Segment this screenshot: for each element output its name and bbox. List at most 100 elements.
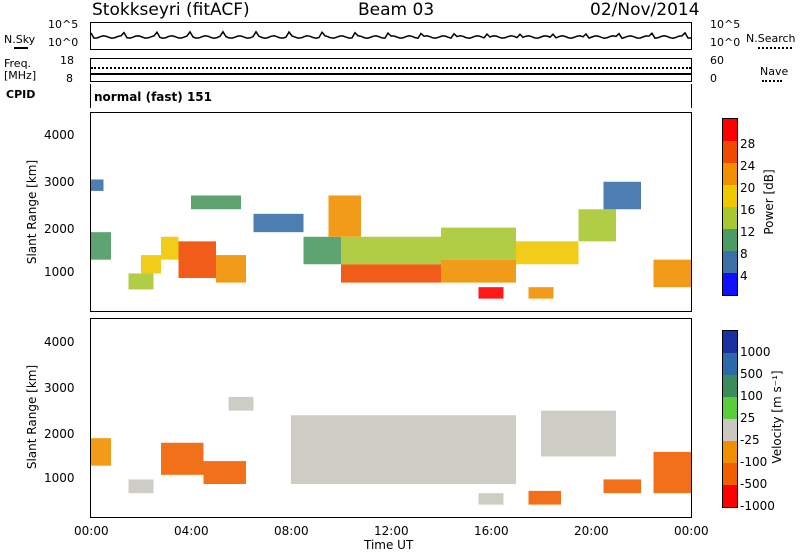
cpid-panel: normal (fast) 151 <box>90 84 692 108</box>
velocity-ytick-2000: 2000 <box>44 427 75 441</box>
power-ytick-4000: 4000 <box>44 128 75 142</box>
power-region-19 <box>603 181 641 210</box>
noise-trace <box>91 30 691 40</box>
xtick-1600: 16:00 <box>474 524 509 538</box>
power-color-7 <box>723 251 737 273</box>
noise-left-tick-top: 10^5 <box>48 18 79 31</box>
freq-right-tick-bottom: 0 <box>710 72 717 85</box>
freq-left-tick-bottom: 8 <box>66 72 73 85</box>
power-ytick-3000: 3000 <box>44 175 75 189</box>
noise-left-tick-bottom: 10^0 <box>48 36 79 49</box>
velocity-cb-tick-25: 25 <box>740 411 756 425</box>
date-title: 02/Nov/2014 <box>590 0 700 20</box>
xtick-0800: 08:00 <box>274 524 309 538</box>
power-colorbar-label: Power [dB] <box>762 169 776 235</box>
power-ytick-2000: 2000 <box>44 222 75 236</box>
power-color-5 <box>723 207 737 229</box>
noise-right-legend-line <box>758 47 792 49</box>
power-color-8 <box>723 273 737 295</box>
power-cb-tick-20: 20 <box>740 181 756 195</box>
freq-panel <box>90 58 692 82</box>
velocity-ytick-3000: 3000 <box>44 381 75 395</box>
velocity-cb-tick-1000: 1000 <box>740 345 771 359</box>
noise-right-tick-bottom: 10^0 <box>710 36 741 49</box>
velocity-heatmap <box>91 396 691 505</box>
velocity-ytick-1000: 1000 <box>44 471 75 485</box>
velocity-color-4 <box>723 397 737 419</box>
velocity-ylabel: Slant Range [km] <box>25 364 39 470</box>
power-cb-tick-8: 8 <box>740 247 748 261</box>
power-region-7 <box>191 195 241 210</box>
x-axis-label: Time UT <box>364 538 414 552</box>
velocity-color-7 <box>723 463 737 485</box>
power-region-0 <box>91 179 104 191</box>
nave-label: Nave <box>760 65 789 78</box>
power-panel <box>90 112 692 312</box>
power-region-14 <box>441 227 516 260</box>
nave-legend-line <box>762 80 782 82</box>
noise-panel <box>90 22 692 50</box>
nave-trace <box>91 67 691 69</box>
velocity-cb-tick-500: 500 <box>740 367 763 381</box>
velocity-region-4 <box>228 396 254 411</box>
xtick-0400: 04:00 <box>174 524 209 538</box>
power-region-6 <box>216 255 246 283</box>
power-region-13 <box>441 259 516 283</box>
velocity-cb-tick-minus500: -500 <box>740 477 768 491</box>
noise-right-tick-top: 10^5 <box>710 18 741 31</box>
power-region-15 <box>478 287 504 299</box>
velocity-color-6 <box>723 441 737 463</box>
power-region-5 <box>178 241 216 278</box>
velocity-region-0 <box>91 438 111 466</box>
velocity-cb-tick-minus100: -100 <box>740 455 768 469</box>
velocity-region-10 <box>653 451 691 494</box>
power-region-18 <box>578 209 616 242</box>
velocity-cb-tick-100: 100 <box>740 389 763 403</box>
power-region-12 <box>341 236 441 265</box>
velocity-color-5 <box>723 419 737 441</box>
xtick-2000: 20:00 <box>574 524 609 538</box>
noise-left-legend-line <box>14 47 28 49</box>
noise-right-label: N.Search <box>746 32 796 45</box>
velocity-color-2 <box>723 353 737 375</box>
power-region-11 <box>341 264 441 283</box>
beam-title: Beam 03 <box>358 0 435 20</box>
velocity-region-3 <box>203 461 246 484</box>
velocity-region-7 <box>528 490 561 505</box>
freq-right-tick-top: 60 <box>710 54 724 67</box>
velocity-region-1 <box>128 479 154 494</box>
velocity-panel <box>90 318 692 518</box>
velocity-colorbar <box>722 330 738 508</box>
power-region-2 <box>128 273 154 290</box>
velocity-colorbar-label: Velocity [m s⁻¹] <box>770 370 784 464</box>
power-region-16 <box>516 241 579 265</box>
power-color-4 <box>723 185 737 207</box>
velocity-color-1 <box>723 331 737 353</box>
xtick-1200: 12:00 <box>374 524 409 538</box>
velocity-region-8 <box>541 410 616 457</box>
velocity-region-2 <box>161 442 204 475</box>
power-region-20 <box>653 259 691 288</box>
velocity-color-3 <box>723 375 737 397</box>
power-color-6 <box>723 229 737 251</box>
power-region-9 <box>303 236 341 265</box>
power-region-10 <box>328 195 361 237</box>
velocity-ytick-4000: 4000 <box>44 335 75 349</box>
power-region-8 <box>253 213 304 233</box>
freq-left-tick-top: 18 <box>60 54 74 67</box>
xtick-2400: 00:00 <box>674 524 709 538</box>
freq-trace <box>91 73 691 75</box>
power-ylabel: Slant Range [km] <box>25 159 39 265</box>
power-color-3 <box>723 163 737 185</box>
power-cb-tick-12: 12 <box>740 225 756 239</box>
station-title: Stokkseyri (fitACF) <box>92 0 250 20</box>
power-cb-tick-24: 24 <box>740 159 756 173</box>
xtick-0000: 00:00 <box>74 524 109 538</box>
velocity-cb-tick-minus25: -25 <box>740 433 760 447</box>
freq-left-label-2: [MHz] <box>4 69 37 82</box>
velocity-region-5 <box>291 415 516 484</box>
power-region-1 <box>91 232 111 260</box>
cpid-label: CPID <box>6 88 36 101</box>
velocity-cb-tick-minus1000: -1000 <box>740 499 775 513</box>
power-cb-tick-4: 4 <box>740 269 748 283</box>
